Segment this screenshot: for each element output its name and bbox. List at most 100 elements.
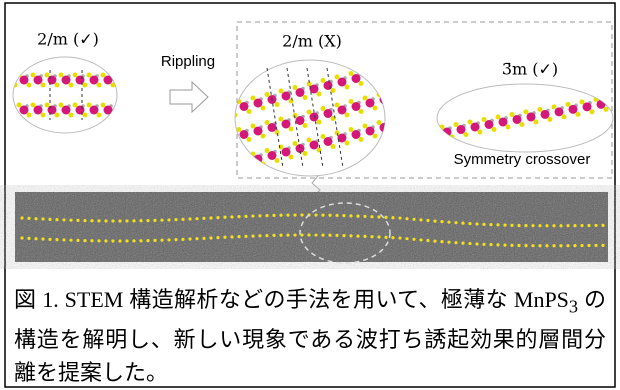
- stem-dot: [531, 224, 534, 227]
- atom-s: [275, 102, 280, 107]
- caption-text: 図 1. STEM 構造解析などの手法を用いて、極薄な MnPS: [14, 287, 569, 312]
- stem-dot: [300, 233, 303, 236]
- atom-s: [247, 137, 252, 142]
- stem-dot: [174, 238, 177, 241]
- atom-s: [321, 78, 326, 83]
- stem-dot: [328, 234, 331, 237]
- atom-mn: [34, 106, 43, 115]
- atom-s: [87, 103, 92, 108]
- label: 2/m (X): [282, 32, 342, 51]
- stem-dot: [265, 214, 268, 217]
- atom-s: [223, 159, 228, 164]
- atom-mn: [366, 99, 375, 108]
- stem-dot: [328, 214, 331, 217]
- stem-dot: [195, 237, 198, 240]
- stem-dot: [174, 218, 177, 221]
- stem-dot: [412, 218, 415, 221]
- atom-s: [359, 81, 364, 86]
- stem-dot: [55, 218, 58, 221]
- stem-dot: [237, 215, 240, 218]
- atom-mn: [338, 78, 347, 87]
- atom-s: [506, 124, 511, 129]
- stem-dot: [272, 234, 275, 237]
- stem-dot: [181, 238, 184, 241]
- atom-s: [482, 117, 487, 122]
- stem-dot: [503, 244, 506, 247]
- atom-mn: [6, 76, 15, 85]
- stem-dot: [335, 234, 338, 237]
- atom-s: [510, 112, 515, 117]
- atom-mn: [90, 106, 99, 115]
- stem-dot: [55, 238, 58, 241]
- stem-dot: [104, 219, 107, 222]
- atom-p: [385, 122, 389, 126]
- atom-mn: [296, 88, 305, 97]
- stem-dot: [342, 214, 345, 217]
- atom-s: [251, 96, 256, 101]
- atom-s: [279, 117, 284, 122]
- label: Rippling: [161, 53, 215, 70]
- stem-dot: [272, 214, 275, 217]
- stem-dot: [391, 236, 394, 239]
- atom-mn: [90, 76, 99, 85]
- stem-dot: [314, 233, 317, 236]
- atom-s: [69, 83, 74, 88]
- atom-mn: [471, 123, 480, 132]
- stem-dot: [538, 244, 541, 247]
- atom-s: [223, 103, 228, 108]
- stem-dot: [300, 213, 303, 216]
- stem-dot: [580, 224, 583, 227]
- stem-dot: [97, 219, 100, 222]
- stem-dot: [48, 218, 51, 221]
- atom-s: [604, 107, 609, 112]
- atom-s: [454, 122, 459, 127]
- stem-dot: [223, 216, 226, 219]
- stem-dot: [391, 216, 394, 219]
- atom-mn: [282, 92, 291, 101]
- stem-dot: [489, 223, 492, 226]
- stem-dot: [251, 214, 254, 217]
- atom-s: [373, 78, 378, 83]
- stem-dot: [258, 234, 261, 237]
- atom-p: [231, 160, 235, 164]
- stem-dot: [118, 219, 121, 222]
- atom-p: [434, 129, 438, 133]
- atom-s: [27, 83, 32, 88]
- stem-dot: [195, 217, 198, 220]
- stem-dot: [531, 244, 534, 247]
- atom-mn: [499, 117, 508, 126]
- atom-s: [265, 148, 270, 153]
- stem-dot: [559, 244, 562, 247]
- stem-dot: [153, 239, 156, 242]
- stem-dot: [398, 236, 401, 239]
- atom-s: [331, 144, 336, 149]
- atom-s: [27, 113, 32, 118]
- stem-dot: [517, 244, 520, 247]
- stem-dot: [370, 235, 373, 238]
- atom-p: [616, 96, 620, 100]
- atom-s: [87, 73, 92, 78]
- atom-s: [41, 83, 46, 88]
- atom-s: [55, 113, 60, 118]
- atom-s: [363, 68, 368, 73]
- atom-mn: [240, 158, 249, 167]
- stem-dot: [580, 244, 583, 247]
- atom-mn: [352, 102, 361, 111]
- atom-s: [73, 73, 78, 78]
- stem-dot: [363, 235, 366, 238]
- figure: 2/m (✓) Rippling 2/m (X) 3̄m (✓) Symmetr…: [0, 0, 620, 390]
- atom-mn: [513, 115, 522, 124]
- stem-dot: [440, 240, 443, 243]
- atom-mn: [296, 116, 305, 125]
- atom-s: [17, 103, 22, 108]
- atom-s: [31, 73, 36, 78]
- stem-dot: [524, 244, 527, 247]
- stem-dot: [258, 214, 261, 217]
- atom-s: [492, 127, 497, 132]
- atom-s: [478, 130, 483, 135]
- atom-s: [359, 109, 364, 114]
- stem-dot: [461, 242, 464, 245]
- stem-dot: [489, 243, 492, 246]
- atom-s: [317, 92, 322, 97]
- stem-dot: [209, 236, 212, 239]
